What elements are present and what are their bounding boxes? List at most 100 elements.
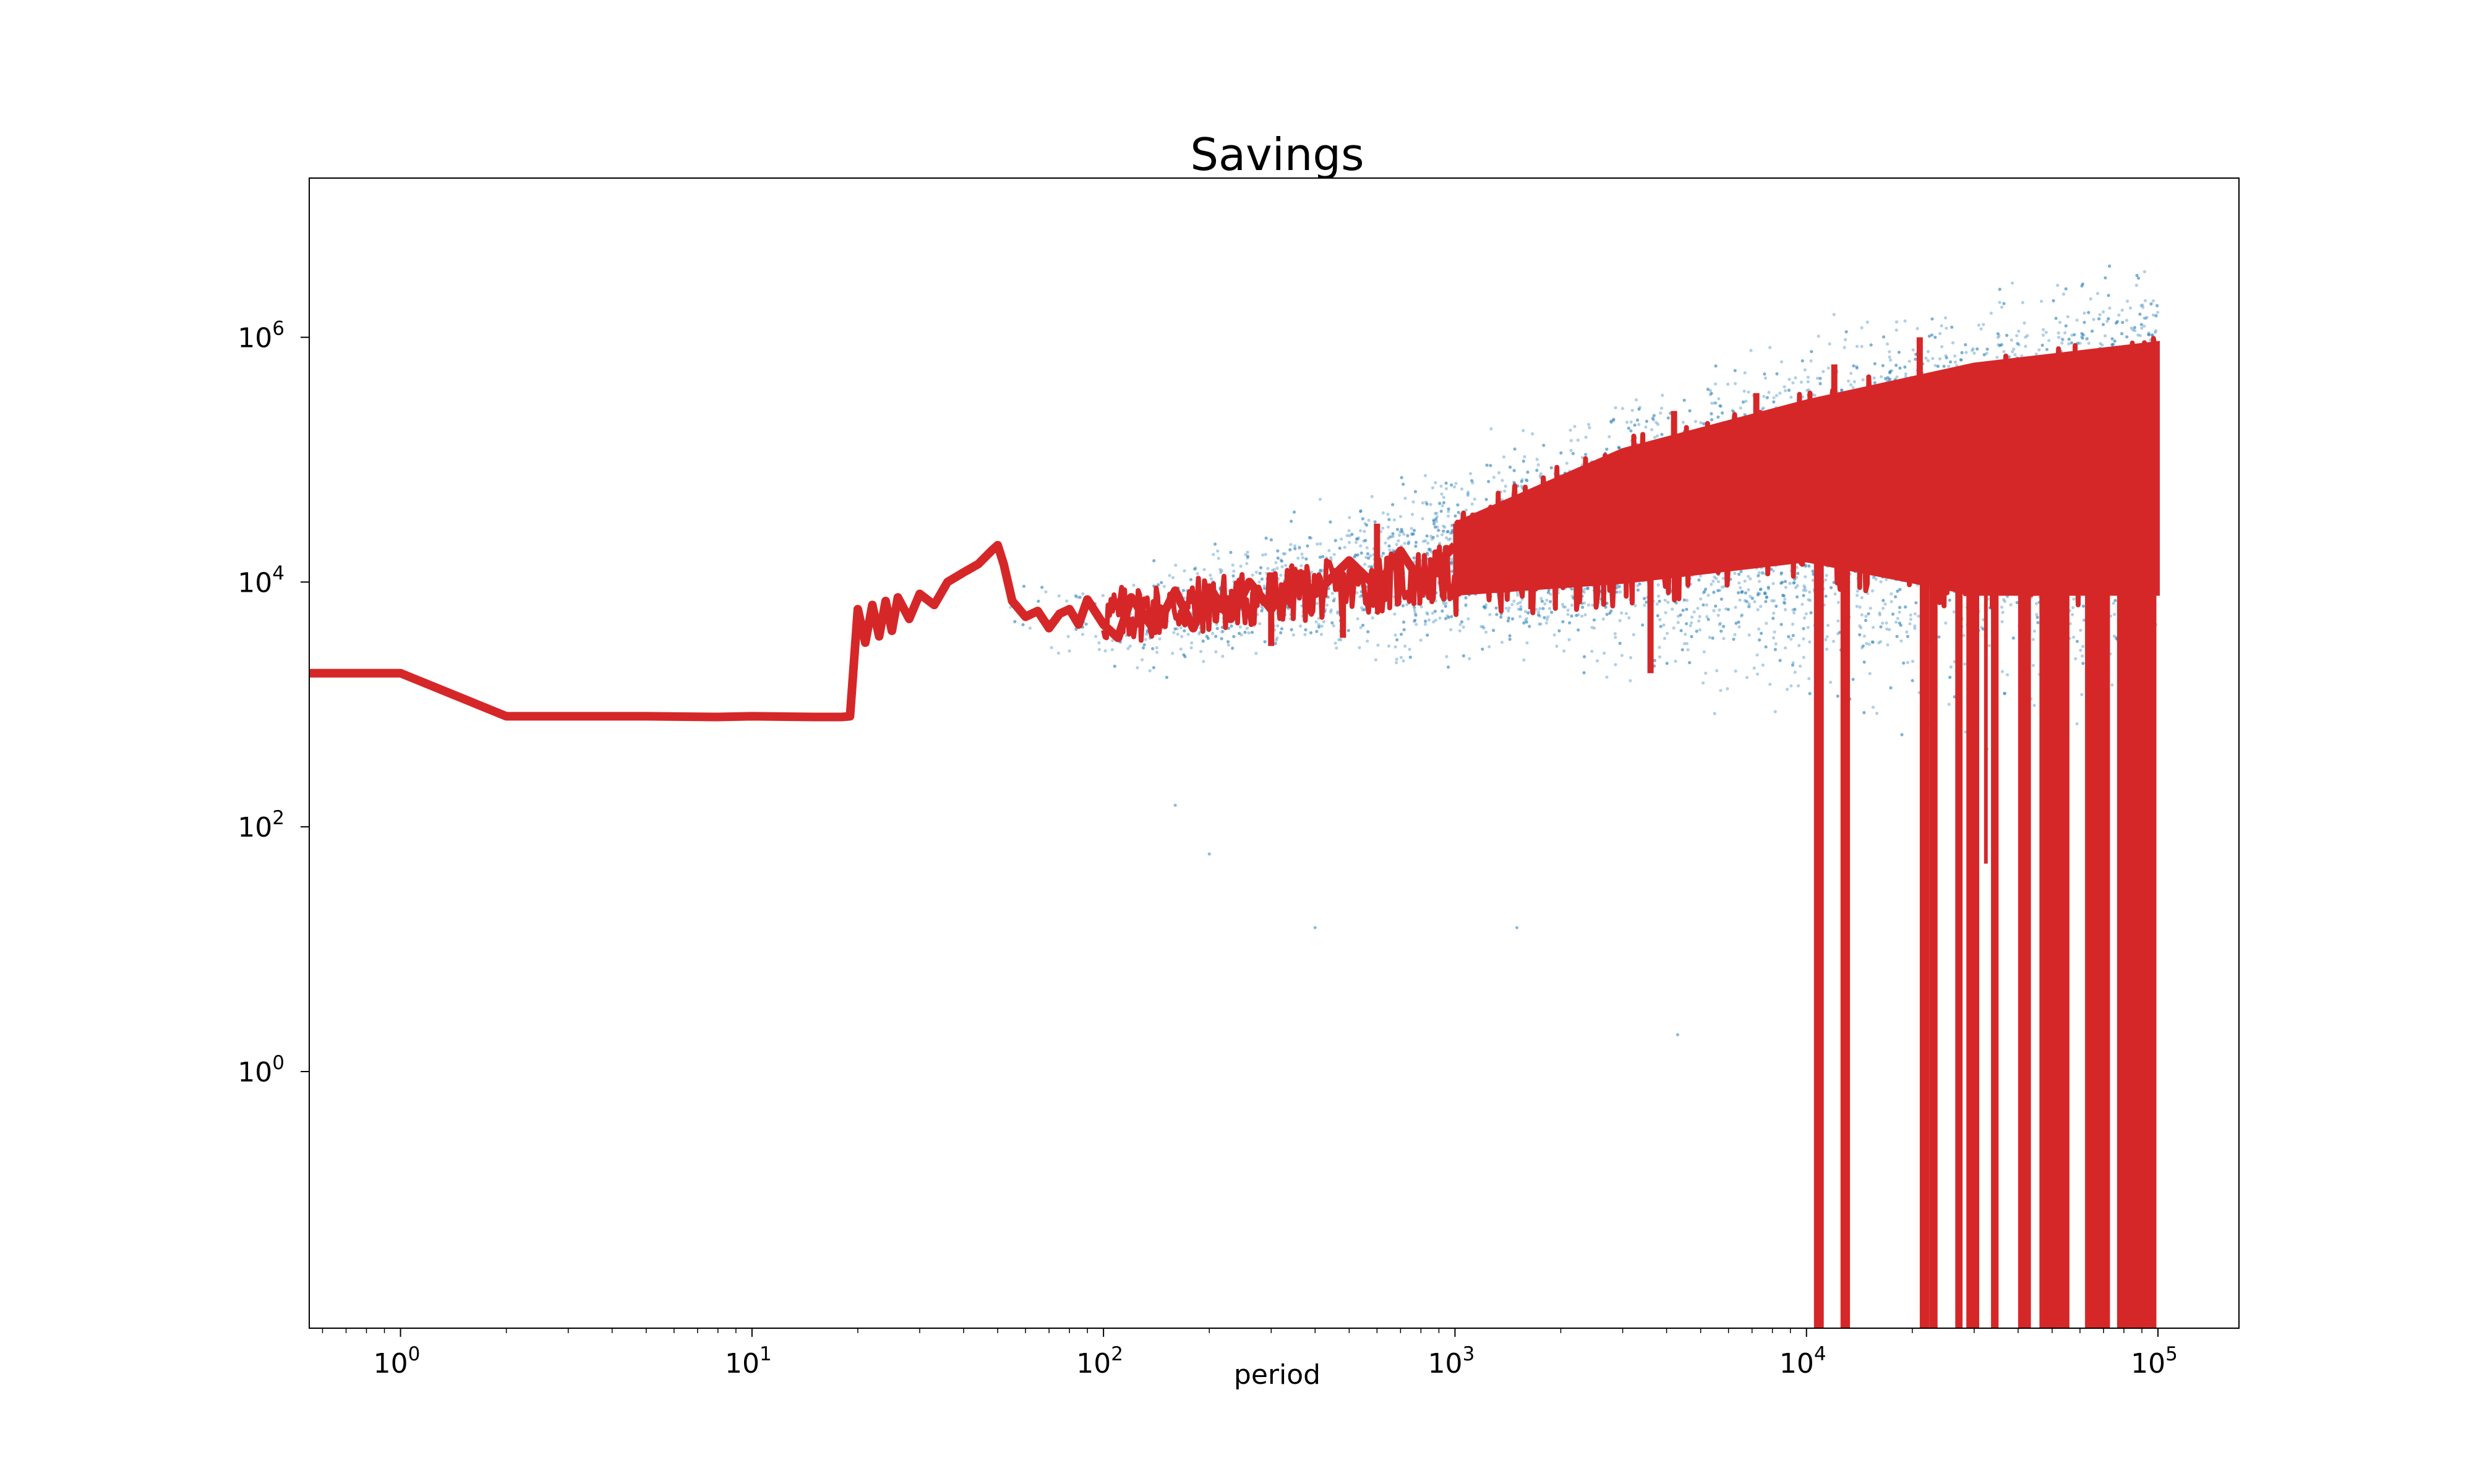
scatter-point — [2040, 299, 2044, 303]
scatter-point — [2142, 324, 2146, 328]
scatter-point — [1885, 621, 1888, 625]
scatter-point — [1782, 600, 1786, 604]
scatter-point — [1288, 548, 1292, 552]
scatter-point — [1714, 577, 1718, 581]
scatter-point — [1937, 635, 1941, 639]
scatter-point — [1427, 618, 1431, 622]
scatter-point — [1367, 565, 1371, 568]
scatter-point — [1803, 586, 1807, 590]
scatter-point — [1440, 609, 1444, 613]
scatter-point — [2011, 636, 2015, 640]
scatter-point — [1787, 377, 1791, 382]
scatter-point — [1784, 646, 1787, 650]
scatter-point — [1733, 571, 1737, 575]
scatter-point — [1400, 530, 1404, 534]
scatter-point — [1625, 420, 1629, 424]
scatter-point — [1403, 542, 1406, 545]
scatter-point — [1959, 358, 1963, 362]
scatter-point — [1444, 604, 1447, 608]
scatter-point — [1433, 511, 1437, 516]
scatter-point — [1358, 595, 1362, 599]
scatter-point — [1665, 662, 1669, 665]
scatter-point — [1348, 516, 1351, 519]
scatter-point — [1712, 608, 1716, 613]
scatter-point — [1489, 427, 1493, 431]
scatter-point — [1878, 611, 1881, 615]
scatter-point — [2155, 304, 2159, 307]
scatter-point — [1329, 608, 1333, 612]
scatter-point — [1488, 613, 1492, 616]
scatter-point — [1791, 663, 1794, 667]
scatter-point — [1319, 542, 1322, 546]
scatter-point — [1674, 659, 1677, 663]
scatter-point — [1172, 631, 1176, 634]
scatter-point — [1695, 629, 1698, 633]
scatter-point — [1868, 607, 1872, 610]
scatter-point — [1460, 620, 1464, 624]
scatter-point — [1881, 599, 1885, 602]
scatter-point — [1230, 624, 1233, 628]
scatter-point — [1849, 383, 1853, 386]
scatter-point — [1081, 633, 1085, 636]
scatter-point — [1522, 429, 1525, 433]
scatter-point — [1348, 534, 1351, 538]
scatter-point — [1637, 407, 1641, 411]
scatter-point — [1445, 536, 1449, 540]
scatter-point — [1414, 613, 1418, 617]
scatter-point — [1403, 497, 1407, 500]
scatter-point — [1329, 520, 1332, 524]
scatter-point — [1880, 375, 1883, 378]
scatter-point — [2032, 629, 2036, 633]
scatter-point — [1263, 640, 1267, 644]
scatter-point — [1246, 550, 1249, 554]
scatter-point — [1274, 561, 1278, 565]
scatter-point — [1632, 633, 1635, 636]
scatter-point — [1266, 566, 1270, 571]
scatter-point — [1787, 635, 1791, 639]
scatter-point — [1580, 614, 1584, 618]
scatter-point — [1740, 590, 1744, 594]
scatter-point — [2075, 722, 2079, 726]
scatter-point — [2074, 657, 2078, 660]
scatter-point — [1642, 597, 1646, 600]
scatter-point — [1193, 567, 1197, 571]
scatter-point — [2138, 312, 2142, 316]
scatter-point — [1909, 618, 1913, 621]
scatter-point — [1759, 587, 1763, 591]
scatter-point — [1435, 519, 1439, 523]
scatter-point — [1442, 524, 1445, 528]
scatter-point — [1354, 553, 1358, 557]
scatter-point — [1759, 605, 1763, 608]
scatter-point — [2126, 299, 2129, 303]
scatter-point — [1930, 333, 1934, 337]
scatter-point — [1829, 586, 1833, 590]
scatter-point — [1586, 422, 1591, 427]
scatter-point — [1747, 588, 1750, 592]
scatter-point — [1713, 401, 1716, 405]
scatter-point — [2022, 321, 2026, 325]
scatter-point — [1734, 621, 1738, 625]
scatter-point — [1783, 597, 1787, 601]
scatter-point — [1238, 625, 1242, 629]
scatter-point — [1518, 615, 1522, 618]
scatter-point — [1886, 342, 1890, 346]
scatter-point — [1860, 646, 1864, 650]
scatter-point — [1964, 351, 1968, 354]
scatter-point — [1913, 612, 1917, 616]
scatter-point — [1738, 598, 1742, 602]
scatter-point — [1654, 420, 1658, 425]
scatter-point — [1250, 631, 1254, 634]
scatter-point — [1766, 587, 1771, 591]
scatter-point — [1376, 643, 1380, 647]
scatter-point — [1782, 594, 1786, 598]
scatter-point — [1543, 602, 1547, 606]
scatter-point — [1881, 621, 1885, 625]
scatter-point — [1713, 575, 1716, 579]
scatter-point — [1620, 407, 1625, 411]
scatter-point — [1586, 586, 1590, 590]
scatter-point — [1940, 324, 1943, 328]
scatter-point — [1586, 587, 1590, 591]
scatter-point — [2102, 310, 2105, 313]
scatter-point — [1413, 608, 1416, 612]
scatter-point — [1605, 675, 1609, 679]
